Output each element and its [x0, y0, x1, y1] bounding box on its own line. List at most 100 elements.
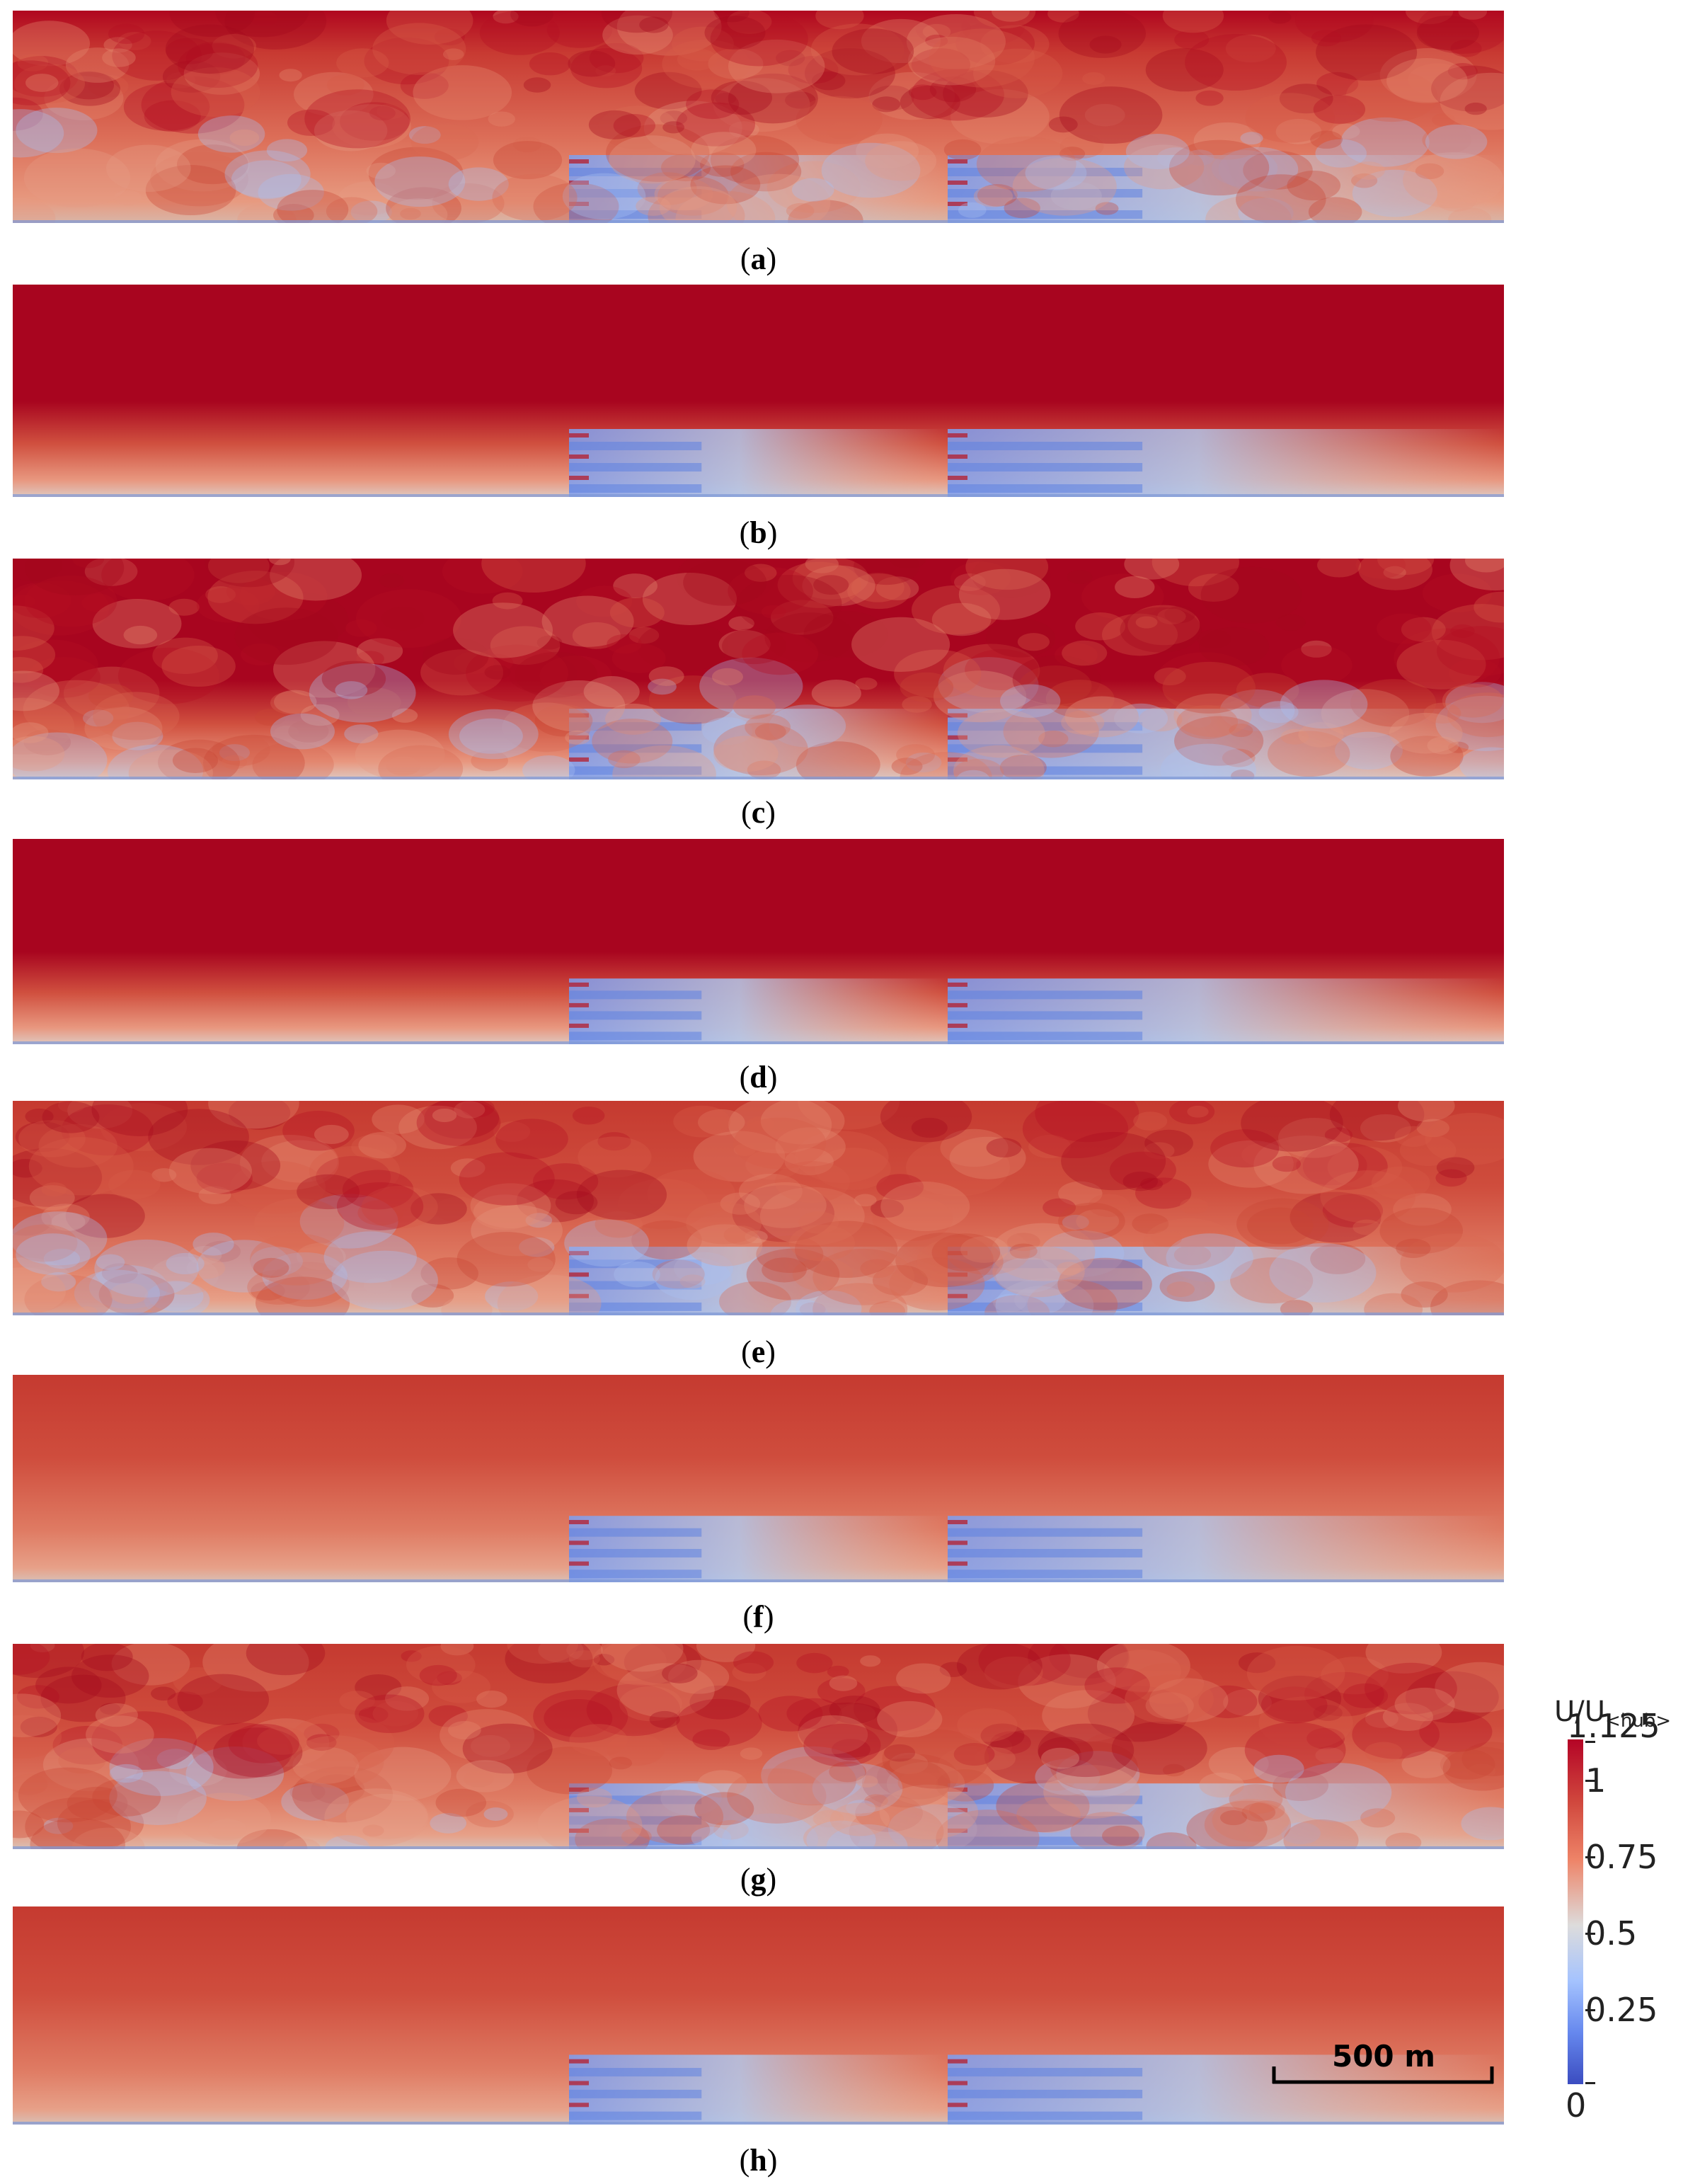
turbulent-eddy [473, 1194, 537, 1230]
turbulent-eddy [13, 736, 65, 772]
turbulent-eddy [108, 744, 204, 779]
wake-jet [569, 713, 589, 718]
turbulent-eddy [351, 1134, 397, 1160]
turbulent-eddy [1281, 645, 1352, 685]
turbulent-eddy [51, 1212, 86, 1231]
turbulent-eddy [1398, 1101, 1455, 1122]
turbulent-eddy [662, 39, 750, 88]
turbulent-eddy [391, 708, 418, 723]
turbulent-eddy [1425, 124, 1488, 159]
turbulent-eddy [1306, 1727, 1345, 1749]
turbulent-eddy [252, 742, 334, 779]
turbulent-eddy [1247, 1207, 1314, 1245]
turbulent-eddy [754, 723, 786, 741]
turbulent-eddy [537, 1796, 643, 1849]
turbulent-eddy [228, 1724, 299, 1763]
turbulent-eddy [213, 1727, 303, 1778]
turbulent-eddy [323, 1231, 417, 1283]
turbulent-eddy [975, 1736, 1013, 1756]
wake-jet [569, 159, 589, 164]
turbulent-eddy [1253, 1754, 1304, 1783]
turbulent-eddy [166, 1252, 205, 1275]
turbulent-eddy [906, 1138, 1010, 1196]
turbulent-eddy [588, 110, 641, 139]
turbulent-eddy [1329, 1101, 1425, 1141]
turbulent-eddy [880, 1101, 972, 1143]
turbulent-eddy [732, 1185, 834, 1242]
turbulent-eddy [1058, 11, 1146, 58]
turbulent-eddy [505, 1644, 593, 1683]
turbulent-eddy [1075, 612, 1126, 641]
turbulent-eddy [340, 102, 410, 141]
turbulent-eddy [186, 1257, 226, 1279]
turbulent-eddy [958, 202, 987, 218]
wake-streak [569, 1795, 702, 1805]
turbulent-eddy [875, 576, 919, 600]
wake-streak [948, 1816, 1143, 1825]
turbulent-eddy [185, 41, 246, 75]
turbulent-eddy [1035, 1101, 1139, 1143]
turbulent-eddy [1140, 1177, 1164, 1191]
turbulent-eddy [228, 1101, 291, 1130]
turbulent-eddy [230, 1160, 326, 1214]
turbulent-eddy [84, 707, 163, 750]
turbulent-eddy [950, 561, 1011, 595]
turbulent-eddy [702, 716, 753, 745]
turbulent-eddy [984, 1295, 1050, 1315]
turbulent-eddy [861, 18, 941, 64]
wake-streak [569, 189, 702, 198]
turbulent-eddy [759, 1187, 865, 1246]
turbulent-eddy [1200, 566, 1302, 624]
turbulent-eddy [152, 637, 218, 675]
turbulent-eddy [1067, 569, 1093, 584]
wake-streak [569, 1011, 702, 1020]
turbulent-eddy [624, 1644, 701, 1684]
colorbar-tick-1125 [1585, 1741, 1595, 1743]
turbulent-eddy [420, 1257, 478, 1290]
turbulent-eddy [74, 1269, 160, 1315]
turbulent-eddy [13, 595, 35, 608]
turbulent-eddy [13, 1715, 62, 1759]
wake-jet [569, 1787, 589, 1792]
turbulent-eddy [1465, 559, 1504, 573]
wake-jet [948, 1561, 967, 1566]
turbulent-eddy [604, 703, 662, 735]
panel-e [13, 1101, 1504, 1315]
turbulent-eddy [607, 634, 642, 654]
colorbar-label-1125: 1.125 [1567, 1707, 1660, 1745]
turbulent-eddy [592, 719, 673, 764]
turbulent-eddy [1448, 741, 1469, 753]
turbulent-eddy [13, 605, 54, 651]
turbulent-eddy [1243, 150, 1313, 190]
turbulent-eddy [1208, 1140, 1294, 1188]
turbulent-eddy [101, 1263, 138, 1283]
turbulent-eddy [1436, 189, 1477, 212]
turbulent-eddy [1401, 1281, 1448, 1308]
turbulent-eddy [973, 185, 1013, 207]
turbulent-eddy [288, 720, 329, 743]
turbulent-eddy [92, 1778, 161, 1817]
wake-jet [569, 1023, 589, 1028]
turbulent-eddy [485, 1281, 539, 1311]
turbulent-eddy [575, 1818, 650, 1849]
turbulent-eddy [1317, 559, 1362, 578]
turbulent-eddy [492, 592, 523, 610]
turbulent-eddy [401, 1650, 422, 1662]
turbulent-eddy [1144, 1142, 1175, 1160]
caption-b: (b) [739, 515, 778, 550]
turbulent-eddy [13, 670, 59, 711]
turbulent-eddy [1058, 1181, 1103, 1206]
turbulent-eddy [13, 583, 71, 618]
turbulent-eddy [470, 1183, 551, 1228]
wake-streak [569, 168, 702, 176]
turbulent-eddy [161, 645, 236, 687]
turbulent-eddy [576, 1170, 667, 1220]
turbulent-eddy [674, 1252, 733, 1286]
turbulent-eddy [1422, 573, 1493, 613]
turbulent-eddy [13, 1644, 84, 1679]
turbulent-eddy [728, 39, 825, 93]
caption-c: (c) [741, 795, 776, 830]
wake-streak [948, 189, 1143, 198]
turbulent-eddy [609, 597, 665, 628]
turbulent-eddy [639, 16, 669, 33]
